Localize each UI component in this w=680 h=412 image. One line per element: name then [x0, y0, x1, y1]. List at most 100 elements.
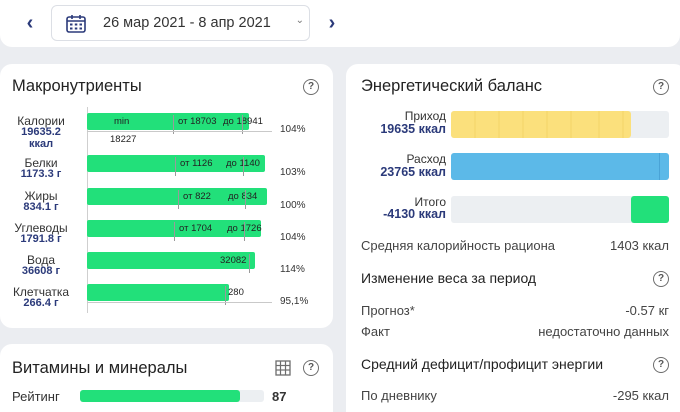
weight-change-title: Изменение веса за период	[361, 270, 537, 286]
total-bar-fill	[631, 196, 669, 223]
macro-bar-fill	[87, 155, 265, 172]
fact-value: недостаточно данных	[538, 324, 669, 339]
help-icon[interactable]: ?	[653, 79, 669, 95]
range-from-label: от 822	[183, 191, 211, 202]
norm-marker	[245, 190, 246, 209]
date-range-picker[interactable]: 26 мар 2021 - 8 апр 2021 ⌄	[51, 5, 310, 41]
macro-percent: 114%	[280, 264, 305, 275]
fact-label: Факт	[361, 324, 390, 339]
macro-name: Белки	[24, 156, 58, 170]
rating-bar	[80, 390, 264, 402]
macro-value: 834.1 г	[23, 201, 59, 213]
macro-name: Углеводы	[14, 221, 68, 235]
macro-percent: 104%	[280, 232, 306, 243]
calendar-icon	[66, 15, 86, 33]
macro-row-carbs: Углеводы 1791.8 г от 1704 до 1726 104%	[0, 220, 320, 250]
macro-bar-fill	[87, 188, 267, 205]
chevron-right-icon[interactable]: ›	[328, 12, 336, 34]
chevron-down-icon: ⌄	[295, 15, 304, 26]
macro-value: 266.4 г	[23, 297, 59, 309]
table-icon[interactable]	[275, 360, 291, 376]
min-label: min	[114, 116, 130, 127]
deficit-title: Средний дефицит/профицит энергии	[361, 356, 604, 372]
norm-marker	[175, 157, 176, 176]
macro-value: 36608 г	[21, 265, 61, 277]
norm-marker	[249, 254, 250, 273]
macro-value: 19635.2	[21, 126, 61, 138]
chevron-left-icon[interactable]: ‹	[26, 12, 34, 34]
macro-percent: 104%	[280, 124, 306, 135]
norm-marker	[225, 286, 226, 305]
macro-bar-fill	[87, 284, 229, 301]
macro-row-calories: Калории 19635.2 ккал min от 18703 до 189…	[0, 113, 320, 150]
macro-value: 1791.8 г	[20, 233, 62, 245]
expense-value: 23765 ккал	[380, 165, 446, 179]
date-range-text: 26 мар 2021 - 8 апр 2021	[103, 15, 271, 31]
macro-row-fiber: Клетчатка 266.4 г 280 95,1%	[0, 284, 320, 314]
expense-bar-fill	[451, 153, 669, 180]
macros-axis	[87, 107, 88, 313]
total-value: -4130 ккал	[383, 207, 446, 221]
macro-bar-fill	[87, 113, 249, 130]
target-label: 280	[228, 287, 244, 298]
range-from-label: от 18703	[178, 116, 217, 127]
avg-calories-row: Средняя калорийность рациона 1403 ккал	[361, 238, 669, 253]
forecast-row: Прогноз* -0.57 кг	[361, 303, 669, 318]
total-bar	[451, 196, 669, 223]
macro-row-water: Вода 36608 г 32082 114%	[0, 252, 320, 282]
target-label: 32082	[220, 255, 247, 266]
macro-name: Калории	[17, 114, 65, 128]
macro-row-protein: Белки 1173.3 г от 1126 до 1140 103%	[0, 155, 320, 185]
macro-percent: 103%	[280, 167, 306, 178]
diary-label: По дневнику	[361, 388, 437, 403]
macro-name: Вода	[26, 253, 56, 267]
rating-label: Рейтинг	[12, 389, 60, 404]
bar-base	[87, 302, 272, 303]
range-from-label: от 1704	[179, 223, 213, 234]
norm-marker	[244, 222, 245, 241]
help-icon[interactable]: ?	[653, 357, 669, 373]
macros-title: Макронутриенты	[12, 77, 142, 95]
norm-marker	[242, 115, 243, 134]
diary-value: -295 ккал	[612, 388, 669, 403]
rating-value: 87	[272, 389, 287, 404]
range-to-label: до 834	[228, 191, 258, 202]
income-value: 19635 ккал	[380, 122, 446, 136]
help-icon[interactable]: ?	[303, 79, 319, 95]
macro-row-fat: Жиры 834.1 г от 822 до 834 100%	[0, 188, 320, 218]
forecast-value: -0.57 кг	[625, 303, 669, 318]
norm-marker	[173, 115, 174, 134]
norm-marker	[174, 222, 175, 241]
norm-marker	[178, 190, 179, 209]
income-bar-segments	[474, 111, 624, 138]
income-label: Приход	[404, 109, 446, 123]
avg-calories-value: 1403 ккал	[609, 238, 669, 253]
help-icon[interactable]: ?	[303, 360, 319, 376]
macro-name: Жиры	[24, 189, 58, 203]
macro-name: Клетчатка	[12, 285, 70, 299]
avg-calories-label: Средняя калорийность рациона	[361, 238, 555, 253]
date-toolbar: ‹ 26 мар 2021 - 8 апр 2021 ⌄ ›	[0, 0, 680, 47]
forecast-label: Прогноз*	[361, 303, 415, 318]
norm-marker	[243, 157, 244, 176]
diary-row: По дневнику -295 ккал	[361, 388, 669, 403]
range-from-label: от 1126	[180, 158, 213, 169]
total-label: Итого	[414, 195, 446, 209]
macro-percent: 95,1%	[280, 296, 309, 307]
bar-base	[87, 131, 272, 132]
rating-bar-fill	[80, 390, 240, 402]
macro-percent: 100%	[280, 200, 306, 211]
macro-bar-fill	[87, 252, 255, 269]
range-to-label: до 1140	[226, 158, 260, 169]
income-bar-fill	[451, 111, 631, 138]
vitamins-title: Витамины и минералы	[12, 359, 188, 377]
income-bar	[451, 111, 669, 138]
macro-value-unit: ккал	[28, 138, 54, 150]
expense-bar	[451, 153, 669, 180]
expense-bar-marker	[659, 153, 660, 180]
help-icon[interactable]: ?	[653, 271, 669, 287]
fact-row: Факт недостаточно данных	[361, 324, 669, 339]
macro-value: 1173.3 г	[20, 168, 62, 180]
energy-title: Энергетический баланс	[361, 77, 543, 95]
expense-label: Расход	[406, 152, 446, 166]
